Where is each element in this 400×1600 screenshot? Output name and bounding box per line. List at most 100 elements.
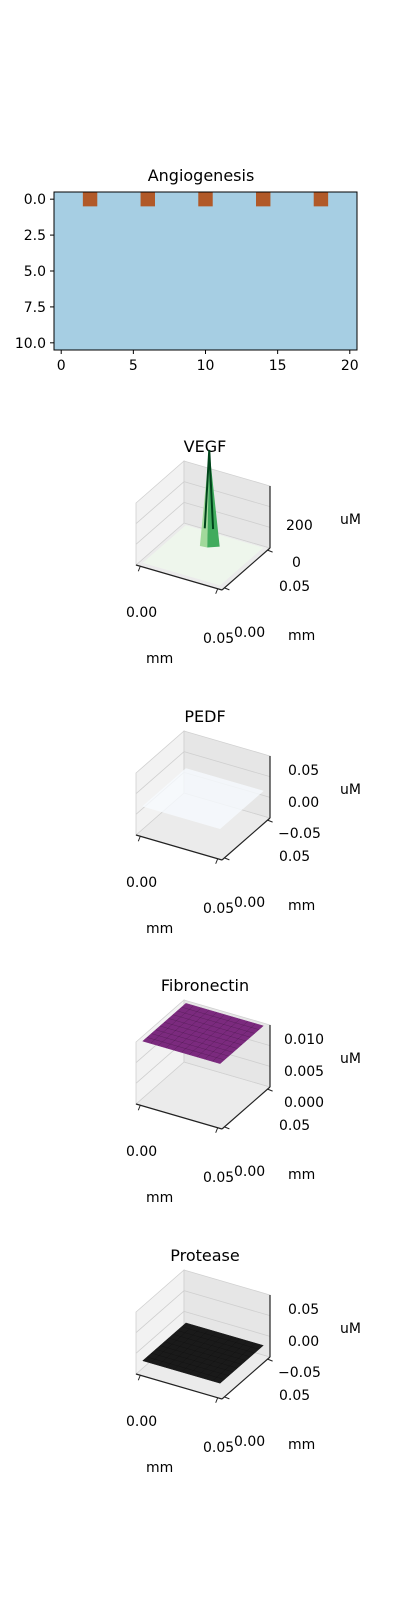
pedf-x-tickmark-0 [137, 836, 141, 842]
protease-x-tick-0: 0.00 [126, 1414, 157, 1430]
pedf-x-tick-0: 0.00 [126, 875, 157, 891]
protease-mesh-u-3 [165, 1329, 210, 1368]
protease-mesh-u-9 [212, 1343, 256, 1382]
pedf-y-axis [221, 817, 271, 861]
fibronectin-x-label: mm [146, 1190, 173, 1206]
pedf-y-tickmark-1 [267, 819, 273, 823]
pedf-x-label: mm [146, 921, 173, 937]
fibronectin-x-tickmark-0 [137, 1105, 141, 1111]
pedf-grid-left-2 [135, 751, 185, 794]
protease-y-tickmark-1 [267, 1358, 273, 1362]
fibronectin-z-tick-1: 0.005 [284, 1064, 324, 1080]
angiogenesis-title: Angiogenesis [148, 166, 255, 185]
protease-mesh-v-2 [151, 1352, 229, 1376]
protease-mesh-v-1 [146, 1356, 225, 1380]
angiogenesis-panel: Angiogenesis 0 5 10 15 20 0.0 2.5 5.0 7.5 10.0 [15, 166, 359, 374]
vegf-x-tickmark-1 [215, 588, 219, 594]
pedf-x-tickmark-1 [215, 858, 219, 864]
pedf-x-tick-1: 0.05 [203, 901, 234, 917]
protease-y-tick-0: 0.00 [234, 1434, 265, 1450]
fibronectin-x-tick-1: 0.05 [203, 1170, 234, 1186]
protease-grid-back-1 [183, 1310, 271, 1337]
fibronectin-z-tick-2: 0.000 [284, 1095, 324, 1111]
vegf-x-label: mm [146, 651, 173, 667]
angiogenesis-tip-cell-1 [140, 192, 155, 207]
fibronectin-panel: Fibronectin 0.00 0.05 0.00 0.05 0.010 0.… [126, 976, 361, 1206]
protease-x-label: mm [146, 1460, 173, 1476]
fibronectin-mesh-u-6 [188, 1016, 233, 1055]
vegf-panel: VEGF 0.00 0.05 0.00 0.05 0 200 uM mm mm [126, 437, 361, 667]
fibronectin-mesh-u-4 [173, 1012, 218, 1051]
protease-mesh-u-4 [173, 1331, 218, 1370]
angiogenesis-tip-cell-0 [82, 192, 98, 207]
pedf-z-label: uM [340, 782, 361, 798]
pedf-y-tick-0: 0.00 [234, 895, 265, 911]
angiogenesis-tip-cell-2 [198, 192, 213, 207]
protease-mesh-u-2 [158, 1327, 202, 1366]
angiogenesis-x-tick-4: 20 [341, 358, 359, 374]
vegf-grid-left-2 [135, 481, 185, 524]
fibronectin-mesh-v-3 [155, 1029, 234, 1053]
fibronectin-y-label: mm [288, 1167, 315, 1183]
vegf-grid-back-2 [183, 481, 271, 508]
angiogenesis-x-tick-2: 10 [197, 358, 215, 374]
angiogenesis-tip-cell-4 [313, 192, 329, 207]
fibronectin-mesh-v-4 [159, 1025, 238, 1049]
vegf-grid-left-1 [135, 502, 185, 545]
protease-y-label: mm [288, 1437, 315, 1453]
protease-mesh-v-9 [181, 1326, 260, 1350]
protease-y-tick-1: 0.05 [279, 1388, 310, 1404]
fibronectin-mesh-v-2 [151, 1033, 229, 1057]
fibronectin-y-tick-1: 0.05 [279, 1118, 310, 1134]
vegf-peak-ridge [203, 449, 215, 530]
protease-x-tickmark-0 [137, 1375, 141, 1381]
fibronectin-surface [142, 1003, 264, 1064]
fibronectin-title: Fibronectin [161, 976, 249, 995]
vegf-y-tick-1: 0.05 [279, 579, 310, 595]
angiogenesis-x-tick-3: 15 [269, 358, 287, 374]
protease-grid-back-2 [183, 1290, 271, 1317]
protease-y-axis [221, 1356, 271, 1400]
fibronectin-mesh-v-5 [164, 1022, 242, 1045]
vegf-x-tick-0: 0.00 [126, 605, 157, 621]
vegf-y-tickmark-1 [267, 549, 273, 553]
vegf-x-tickmark-0 [137, 566, 141, 572]
protease-z-tick-1: 0.00 [288, 1334, 319, 1350]
vegf-y-axis [221, 547, 271, 591]
vegf-title: VEGF [184, 437, 227, 456]
fibronectin-x-tickmark-1 [215, 1127, 219, 1133]
pedf-x-axis [135, 834, 223, 861]
pedf-y-tick-1: 0.05 [279, 849, 310, 865]
pedf-z-tick-2: −0.05 [278, 826, 321, 842]
pedf-y-label: mm [288, 898, 315, 914]
pedf-grid-back-2 [183, 751, 271, 778]
fibronectin-z-label: uM [340, 1051, 361, 1067]
protease-grid-left-2 [135, 1290, 185, 1333]
protease-mesh-u-6 [188, 1336, 233, 1375]
protease-mesh-u-5 [181, 1334, 225, 1373]
protease-mesh-u-8 [204, 1340, 248, 1379]
protease-mesh-v-4 [159, 1345, 238, 1369]
fibronectin-mesh-u-1 [150, 1005, 194, 1044]
fibronectin-z-tick-0: 0.010 [284, 1032, 324, 1048]
fibronectin-x-axis [135, 1103, 223, 1130]
protease-x-axis [135, 1373, 223, 1400]
fibronectin-mesh-v-1 [146, 1037, 225, 1061]
protease-surface [142, 1322, 264, 1384]
protease-z-label: uM [340, 1321, 361, 1337]
vegf-z-label: uM [340, 512, 361, 528]
vegf-y-label: mm [288, 628, 315, 644]
protease-y-tickmark-0 [224, 1396, 230, 1400]
protease-z-tick-0: 0.05 [288, 1302, 319, 1318]
angiogenesis-background [54, 192, 357, 350]
angiogenesis-y-tick-4: 10.0 [15, 336, 46, 352]
fibronectin-y-axis [221, 1086, 271, 1130]
protease-x-tickmark-1 [215, 1397, 219, 1403]
fibronectin-mesh-v-7 [172, 1014, 251, 1038]
angiogenesis-y-tick-2: 5.0 [24, 264, 46, 280]
protease-mesh-u-1 [150, 1325, 194, 1364]
protease-mesh-v-3 [155, 1349, 234, 1373]
vegf-x-axis [135, 564, 223, 591]
protease-panel: Protease 0.00 0.05 0.00 0.05 0.05 0.00 −… [126, 1246, 361, 1476]
